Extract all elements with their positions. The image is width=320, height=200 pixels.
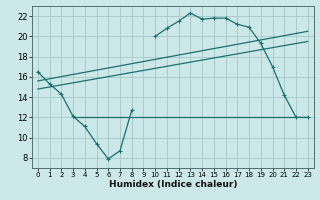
X-axis label: Humidex (Indice chaleur): Humidex (Indice chaleur) <box>108 180 237 189</box>
